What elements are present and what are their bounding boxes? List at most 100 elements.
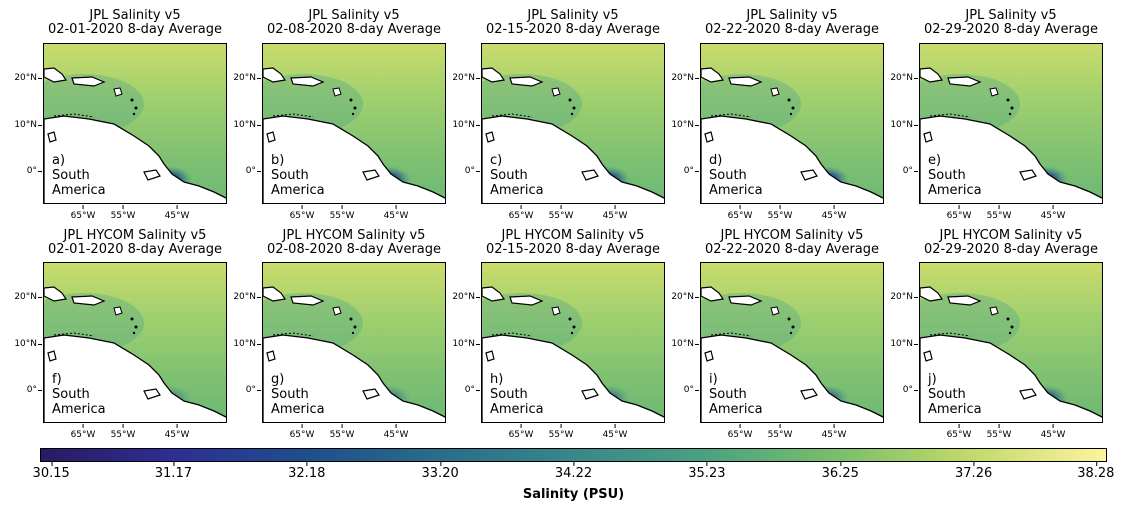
colorbar-tick-label: 31.17 — [154, 462, 192, 481]
lon-tick-label: 45°W — [821, 205, 847, 221]
colorbar-label: Salinity (PSU) — [522, 487, 625, 502]
map-panel-i: JPL HYCOM Salinity v5 02-22-2020 8-day Av… — [671, 229, 884, 440]
panel-title-product: JPL HYCOM Salinity v5 — [501, 228, 645, 243]
panel-title-product: JPL HYCOM Salinity v5 — [939, 228, 1083, 243]
region-label: South — [928, 168, 966, 183]
lat-tick-label: 20°N — [233, 292, 261, 302]
panel-letter: b) — [271, 153, 285, 168]
map-panel-j: JPL HYCOM Salinity v5 02-29-2020 8-day Av… — [890, 229, 1103, 440]
colorbar-tick-label: 35.23 — [688, 462, 726, 481]
lon-tick-label: 45°W — [602, 424, 628, 440]
lon-tick-label: 45°W — [1040, 424, 1066, 440]
lon-tick-label: 65°W — [946, 205, 972, 221]
panel-annotation: g) South America — [271, 372, 325, 417]
lon-tick-label: 55°W — [767, 205, 793, 221]
map-panel-d: JPL Salinity v5 02-22-2020 8-day Average — [671, 9, 884, 221]
region-label-line2: America — [271, 183, 325, 198]
panel-letter: g) — [271, 372, 285, 387]
lon-tick-label: 55°W — [110, 205, 136, 221]
salinity-map: g) South America — [262, 262, 446, 423]
panel-title-product: JPL Salinity v5 — [89, 8, 181, 23]
colorbar-tick-label: 30.15 — [32, 462, 70, 481]
panel-title-date: 02-01-2020 8-day Average — [47, 22, 223, 37]
lon-tick-label: 45°W — [164, 424, 190, 440]
region-label-line2: America — [928, 183, 982, 198]
region-label: South — [709, 168, 747, 183]
salinity-map: i) South America — [700, 262, 884, 423]
salinity-map: h) South America — [481, 262, 665, 423]
panel-title-product: JPL HYCOM Salinity v5 — [63, 228, 207, 243]
panel-title-date: 02-01-2020 8-day Average — [47, 242, 223, 257]
region-label-line2: America — [490, 402, 544, 417]
salinity-map: c) South America — [481, 43, 665, 204]
lat-tick-label: 0° — [683, 385, 700, 395]
panel-title: JPL Salinity v5 02-08-2020 8-day Average — [242, 9, 466, 37]
colorbar-tick-label: 36.25 — [821, 462, 859, 481]
lat-tick-label: 10°N — [14, 120, 42, 130]
panel-letter: e) — [928, 153, 942, 168]
region-label: South — [490, 387, 528, 402]
panel-letter: f) — [52, 372, 62, 387]
panel-title-product: JPL Salinity v5 — [527, 8, 619, 23]
region-label: South — [52, 168, 90, 183]
region-label: South — [490, 168, 528, 183]
panel-title-date: 02-15-2020 8-day Average — [485, 22, 661, 37]
lon-tick-label: 65°W — [289, 205, 315, 221]
lon-tick-label: 65°W — [70, 424, 96, 440]
lat-tick-label: 20°N — [14, 292, 42, 302]
panel-annotation: e) South America — [928, 153, 982, 198]
region-label-line2: America — [709, 183, 763, 198]
panel-annotation: i) South America — [709, 372, 763, 417]
lon-tick-label: 55°W — [329, 424, 355, 440]
lat-tick-label: 20°N — [233, 73, 261, 83]
lon-tick-label: 65°W — [508, 205, 534, 221]
map-panel-g: JPL HYCOM Salinity v5 02-08-2020 8-day Av… — [233, 229, 446, 440]
panel-title: JPL HYCOM Salinity v5 02-08-2020 8-day Av… — [242, 229, 466, 257]
lat-tick-label: 20°N — [14, 73, 42, 83]
salinity-map: f) South America — [43, 262, 227, 423]
panel-letter: j) — [928, 372, 937, 387]
panel-title: JPL HYCOM Salinity v5 02-22-2020 8-day Av… — [680, 229, 904, 257]
panel-title-date: 02-15-2020 8-day Average — [485, 242, 661, 257]
region-label: South — [928, 387, 966, 402]
region-label-line2: America — [928, 402, 982, 417]
lat-tick-label: 20°N — [671, 73, 699, 83]
lat-tick-label: 0° — [902, 166, 919, 176]
panel-annotation: d) South America — [709, 153, 763, 198]
lat-tick-label: 20°N — [452, 73, 480, 83]
lat-tick-label: 0° — [464, 385, 481, 395]
panel-title: JPL HYCOM Salinity v5 02-01-2020 8-day Av… — [23, 229, 247, 257]
panel-title-date: 02-29-2020 8-day Average — [923, 22, 1099, 37]
lon-tick-label: 65°W — [946, 424, 972, 440]
colorbar-tick-label: 32.18 — [288, 462, 326, 481]
salinity-map: e) South America — [919, 43, 1103, 204]
lon-tick-label: 45°W — [1040, 205, 1066, 221]
map-panel-a: JPL Salinity v5 02-01-2020 8-day Average — [14, 9, 227, 221]
lat-tick-label: 20°N — [452, 292, 480, 302]
lat-tick-label: 10°N — [890, 339, 918, 349]
panel-title-date: 02-22-2020 8-day Average — [704, 242, 880, 257]
panel-title: JPL HYCOM Salinity v5 02-29-2020 8-day Av… — [899, 229, 1123, 257]
lat-tick-label: 20°N — [671, 292, 699, 302]
panel-letter: d) — [709, 153, 723, 168]
region-label-line2: America — [52, 402, 106, 417]
map-panel-e: JPL Salinity v5 02-29-2020 8-day Average — [890, 9, 1103, 221]
panel-annotation: j) South America — [928, 372, 982, 417]
lat-tick-label: 10°N — [233, 339, 261, 349]
lon-tick-label: 55°W — [329, 205, 355, 221]
salinity-map: d) South America — [700, 43, 884, 204]
panel-letter: a) — [52, 153, 66, 168]
colorbar-tick-label: 38.28 — [1077, 462, 1115, 481]
lon-tick-label: 45°W — [602, 205, 628, 221]
lat-tick-label: 0° — [26, 166, 43, 176]
lon-tick-label: 65°W — [70, 205, 96, 221]
panel-title-date: 02-08-2020 8-day Average — [266, 22, 442, 37]
salinity-map: b) South America — [262, 43, 446, 204]
panel-title: JPL Salinity v5 02-29-2020 8-day Average — [899, 9, 1123, 37]
lon-tick-label: 45°W — [821, 424, 847, 440]
lon-tick-label: 65°W — [508, 424, 534, 440]
map-panel-h: JPL HYCOM Salinity v5 02-15-2020 8-day Av… — [452, 229, 665, 440]
lat-tick-label: 0° — [902, 385, 919, 395]
lon-tick-label: 55°W — [986, 424, 1012, 440]
lat-tick-label: 10°N — [452, 120, 480, 130]
